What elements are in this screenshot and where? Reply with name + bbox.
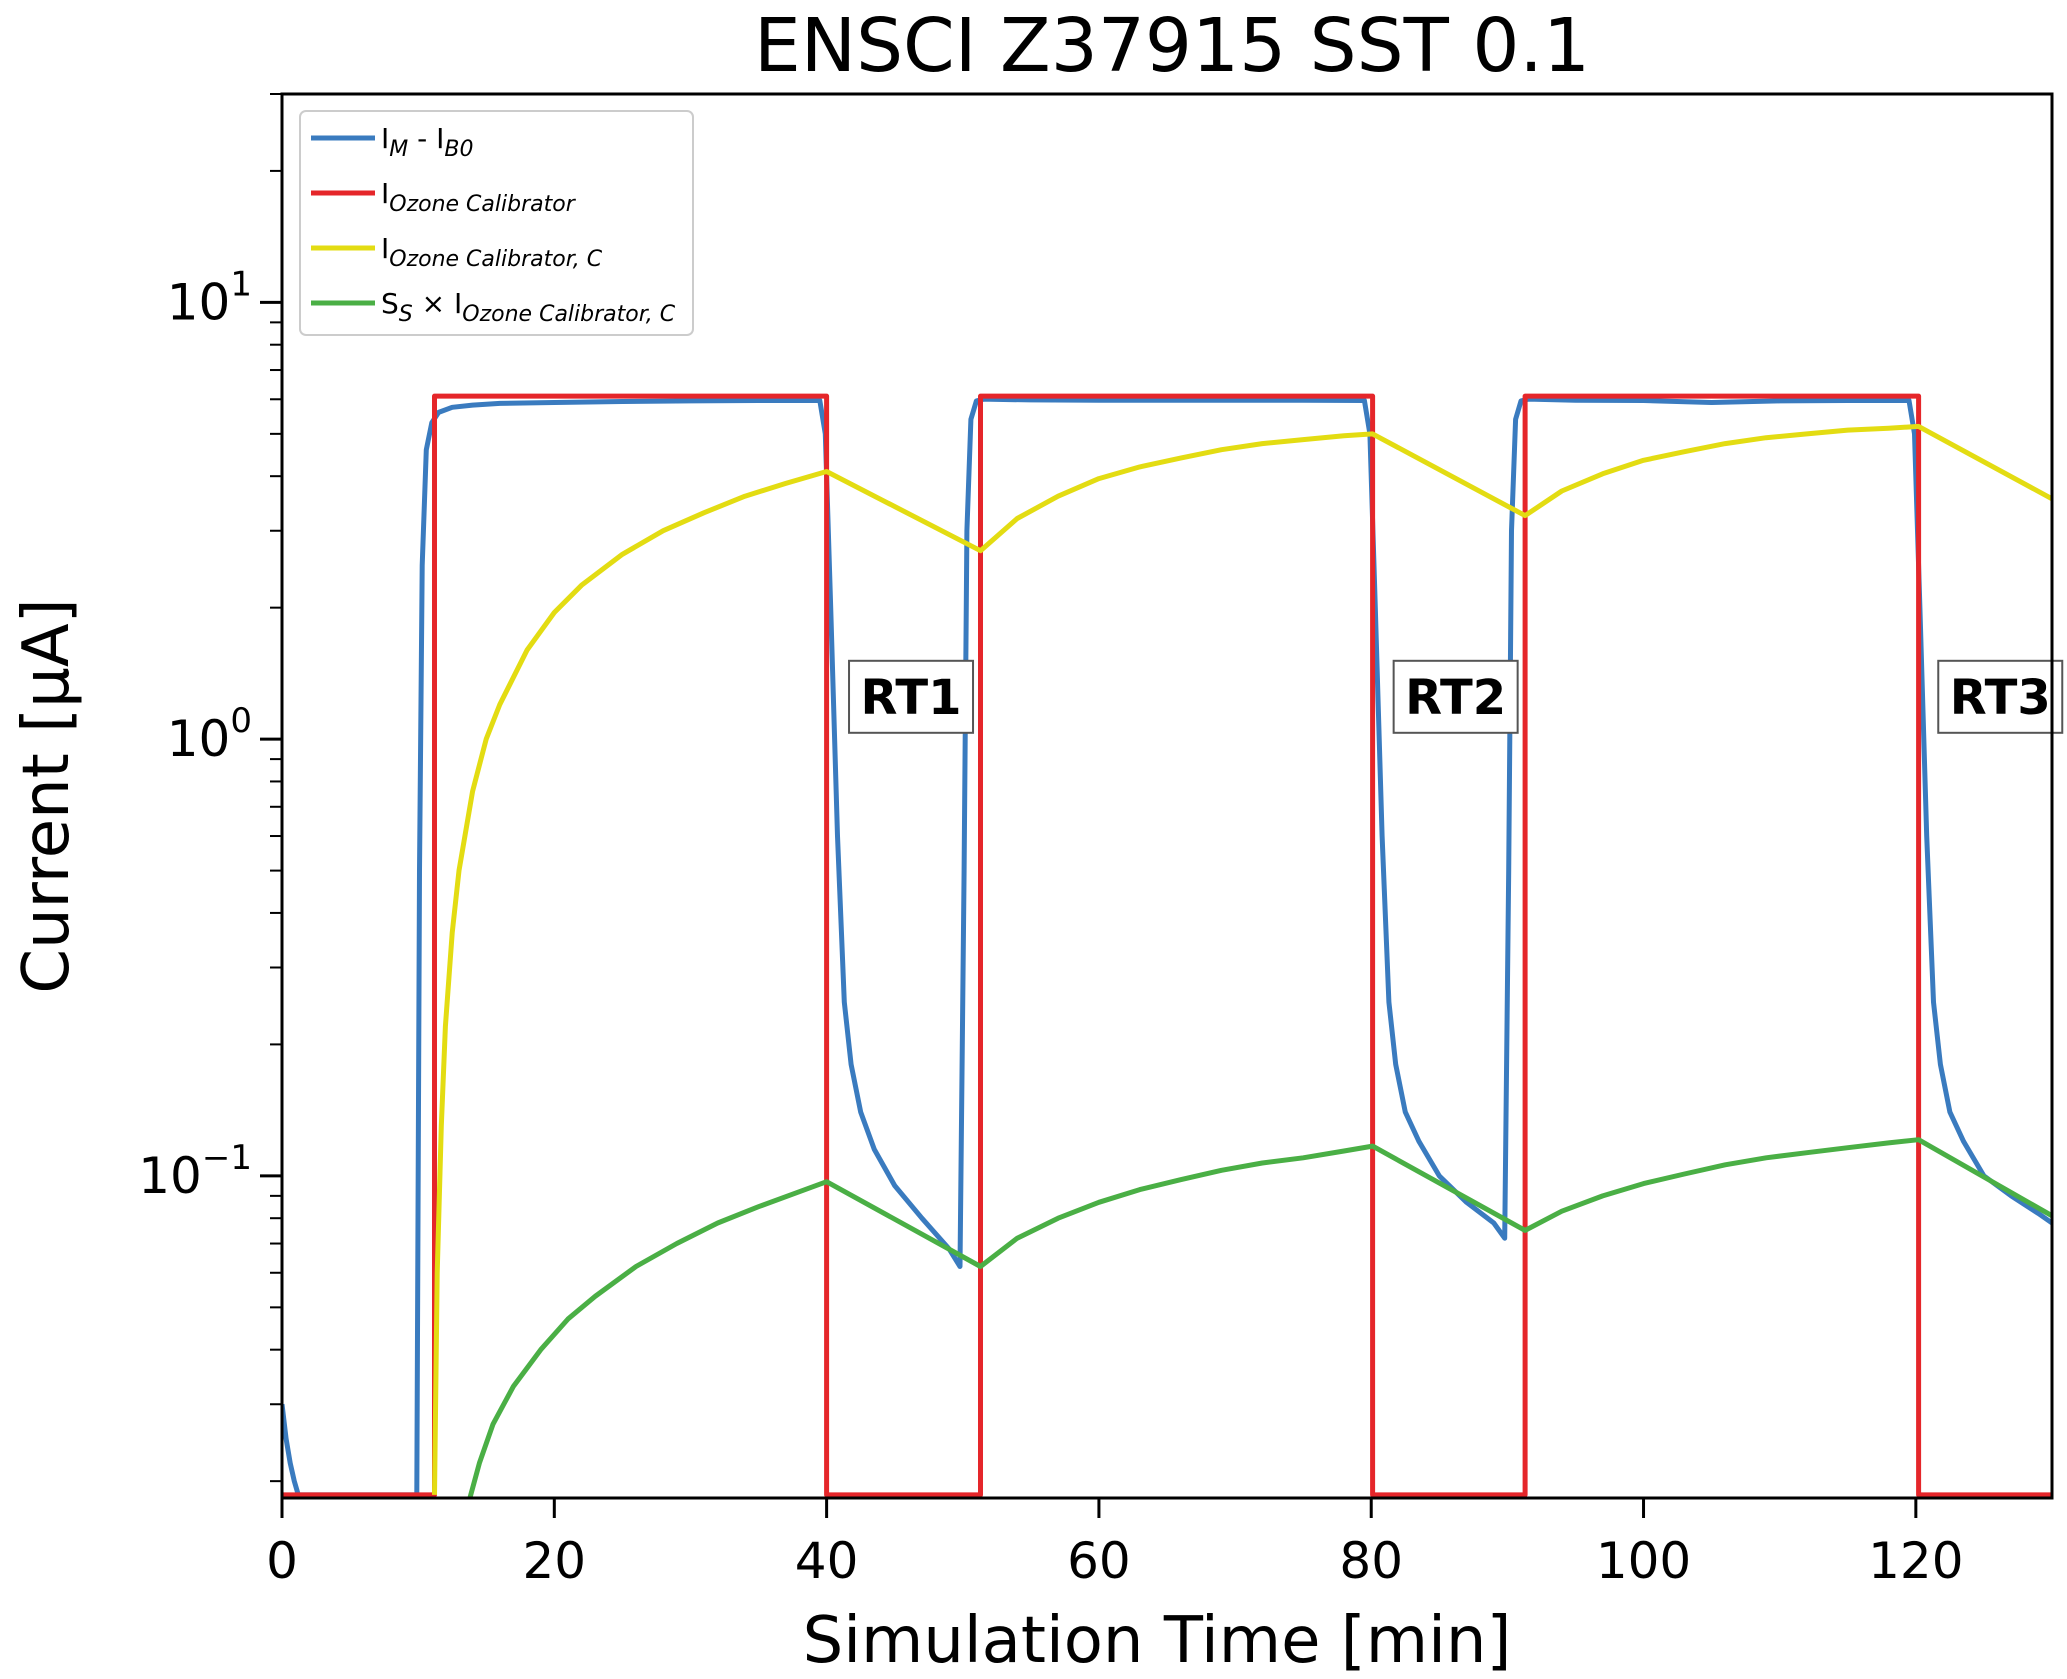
chart-title: ENSCI Z37915 SST 0.1 — [754, 3, 1590, 89]
legend-entry-2: IOzone Calibrator — [381, 177, 577, 217]
legend-entry-1: IM - IB0 — [381, 122, 474, 162]
y-axis-label: Current [μA] — [10, 598, 84, 993]
x-tick-label: 120 — [1868, 1532, 1963, 1590]
plot-frame — [280, 92, 2054, 1500]
annotation-label: RT2 — [1405, 670, 1506, 726]
x-tick-label: 80 — [1339, 1532, 1403, 1590]
x-tick-label: 100 — [1596, 1532, 1691, 1590]
series-line-4 — [467, 1137, 2052, 1498]
annotation-rt1: RT1 — [848, 659, 975, 734]
annotation-box — [1937, 659, 2064, 734]
series-line-2 — [282, 393, 2052, 1498]
x-tick-label: 60 — [1067, 1532, 1131, 1590]
series-line-3 — [432, 423, 2052, 1495]
series-layer — [282, 393, 2052, 1498]
annotation-box — [848, 659, 975, 734]
annotation-rt2: RT2 — [1392, 659, 1519, 734]
series-line-1 — [282, 396, 2052, 1498]
axes-layer: 0 20 40 60 80 100 120 10−1 100 101 — [138, 93, 1964, 1590]
annotation-rt3: RT3 — [1937, 659, 2064, 734]
x-tick-label: 0 — [266, 1532, 298, 1590]
y-tick-label: 10−1 — [138, 1138, 252, 1205]
annotation-box — [1392, 659, 1519, 734]
legend-box — [299, 110, 694, 336]
y-tick-label: 101 — [167, 264, 252, 331]
annotation-label: RT3 — [1950, 670, 2051, 726]
legend-entry-3: IOzone Calibrator, C — [381, 232, 603, 272]
annotation-label: RT1 — [861, 670, 962, 726]
legend-entry-4: SS × IOzone Calibrator, C — [381, 287, 676, 327]
y-tick-label: 100 — [167, 701, 252, 768]
x-tick-label: 40 — [795, 1532, 859, 1590]
annotation-layer: RT1 RT2 RT3 — [848, 659, 2064, 734]
x-tick-label: 20 — [522, 1532, 586, 1590]
x-axis-label: Simulation Time [min] — [803, 1604, 1512, 1678]
legend: IM - IB0 IOzone Calibrator IOzone Calibrat… — [299, 110, 694, 336]
